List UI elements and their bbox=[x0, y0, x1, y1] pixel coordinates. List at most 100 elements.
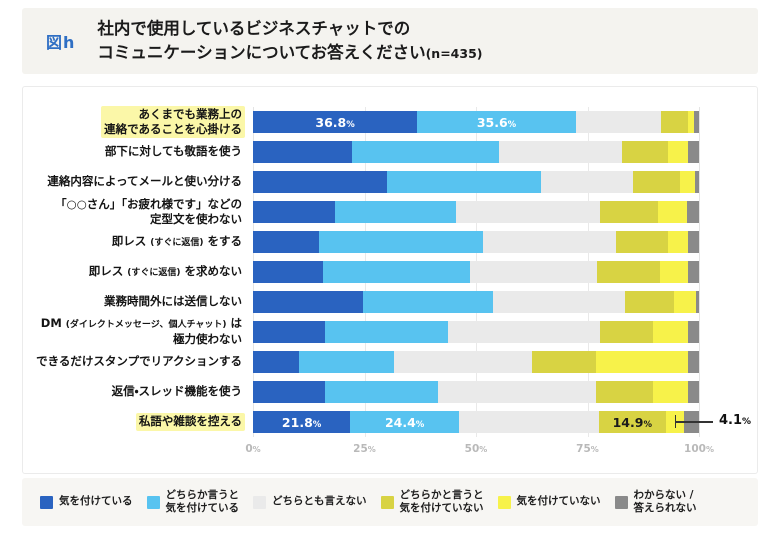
stacked-bar[interactable] bbox=[253, 141, 699, 163]
bar-segment[interactable] bbox=[362, 291, 493, 313]
bar-segment[interactable] bbox=[492, 291, 626, 313]
bar-segment[interactable]: 36.8% bbox=[253, 111, 418, 133]
bar-segment[interactable] bbox=[694, 111, 699, 133]
bar-value-number: 21.8 bbox=[281, 414, 313, 430]
bar-segment[interactable] bbox=[696, 291, 699, 313]
stacked-bar[interactable] bbox=[253, 351, 699, 373]
stacked-bar[interactable] bbox=[253, 171, 699, 193]
bar-segment[interactable] bbox=[575, 111, 662, 133]
bar-segment[interactable] bbox=[686, 201, 699, 223]
bar-segment[interactable] bbox=[253, 321, 325, 343]
category-label-text: 「○○さん」「お疲れ様です」などの 定型文を使わない bbox=[52, 196, 245, 228]
category-label: できるだけスタンプでリアクションする bbox=[23, 347, 245, 377]
x-tick-number: 100 bbox=[684, 443, 706, 455]
bar-segment[interactable] bbox=[595, 351, 688, 373]
legend-item[interactable]: どちらかと言うと 気を付けていない bbox=[380, 489, 484, 515]
bar-segment[interactable] bbox=[447, 321, 600, 343]
plot-area: 36.8% 35.6% 21.8% 24.4% 14.9% 4.1% bbox=[253, 107, 751, 437]
bar-rows: 36.8% 35.6% 21.8% 24.4% 14.9% bbox=[253, 107, 699, 437]
bar-segment[interactable] bbox=[351, 141, 500, 163]
bar-segment[interactable] bbox=[482, 231, 617, 253]
bar-segment[interactable] bbox=[324, 381, 438, 403]
bar-segment[interactable] bbox=[387, 171, 542, 193]
bar-segment[interactable] bbox=[687, 141, 699, 163]
bar-segment[interactable] bbox=[253, 291, 363, 313]
bar-segment[interactable] bbox=[597, 261, 660, 283]
bar-segment[interactable] bbox=[253, 351, 299, 373]
bar-segment[interactable]: 35.6% bbox=[417, 111, 576, 133]
legend-item[interactable]: わからない / 答えられない bbox=[614, 489, 697, 515]
bar-segment[interactable] bbox=[653, 381, 688, 403]
stacked-bar[interactable] bbox=[253, 231, 699, 253]
bar-segment[interactable] bbox=[661, 111, 688, 133]
bar-segment[interactable] bbox=[679, 171, 695, 193]
bar-segment[interactable] bbox=[659, 261, 688, 283]
bar-segment[interactable] bbox=[253, 381, 325, 403]
bar-segment[interactable] bbox=[394, 351, 532, 373]
bar-segment[interactable] bbox=[687, 261, 699, 283]
bar-segment[interactable] bbox=[499, 141, 623, 163]
bar-segment[interactable] bbox=[253, 231, 319, 253]
bar-segment[interactable] bbox=[437, 381, 596, 403]
bar-segment[interactable] bbox=[632, 171, 680, 193]
bar-segment[interactable] bbox=[322, 261, 471, 283]
bar-segment[interactable] bbox=[616, 231, 669, 253]
bar-segment[interactable] bbox=[455, 201, 600, 223]
bar-segment[interactable] bbox=[324, 321, 448, 343]
bar-segment[interactable] bbox=[595, 381, 654, 403]
stacked-bar[interactable] bbox=[253, 381, 699, 403]
bar-segment[interactable] bbox=[599, 321, 654, 343]
stacked-bar[interactable] bbox=[253, 261, 699, 283]
bar-segment[interactable] bbox=[668, 141, 688, 163]
bar-segment[interactable] bbox=[658, 201, 687, 223]
bar-segment[interactable] bbox=[318, 231, 483, 253]
stacked-bar[interactable] bbox=[253, 321, 699, 343]
bar-segment[interactable] bbox=[653, 321, 688, 343]
bar-segment[interactable] bbox=[253, 141, 352, 163]
legend-item[interactable]: 気を付けていない bbox=[497, 495, 601, 509]
bar-segment[interactable] bbox=[253, 171, 388, 193]
legend-item[interactable]: どちらとも言えない bbox=[253, 495, 367, 509]
category-label: あくまでも業務上の 連絡であることを心掛ける bbox=[23, 105, 245, 139]
bar-segment[interactable] bbox=[668, 231, 688, 253]
bar-segment[interactable]: 14.9% bbox=[599, 411, 666, 433]
page-title-line-2: コミュニケーションについてお答えください(n=435) bbox=[97, 41, 482, 65]
bar-segment[interactable] bbox=[687, 381, 699, 403]
legend-item[interactable]: 気を付けている bbox=[40, 495, 133, 509]
bar-segment[interactable]: 24.4% bbox=[350, 411, 460, 433]
bar-segment[interactable] bbox=[687, 231, 699, 253]
bar-row: 21.8% 24.4% 14.9% bbox=[253, 411, 699, 433]
category-label: 連絡内容によってメールと使い分ける bbox=[23, 167, 245, 197]
bar-segment[interactable] bbox=[673, 291, 697, 313]
bar-segment[interactable] bbox=[599, 201, 659, 223]
x-tick-number: 0 bbox=[245, 443, 253, 455]
stacked-bar[interactable]: 36.8% 35.6% bbox=[253, 111, 699, 133]
stacked-bar[interactable] bbox=[253, 291, 699, 313]
bar-segment[interactable] bbox=[470, 261, 598, 283]
category-label: 即レス (すぐに返信) をする bbox=[23, 227, 245, 257]
callout-annotation: 4.1% bbox=[253, 411, 780, 433]
bar-value-unit: % bbox=[346, 119, 355, 130]
bar-segment[interactable] bbox=[531, 351, 596, 373]
bar-row bbox=[253, 261, 699, 283]
bar-segment[interactable]: 21.8% bbox=[253, 411, 351, 433]
bar-segment[interactable] bbox=[622, 141, 669, 163]
bar-segment[interactable] bbox=[298, 351, 395, 373]
bar-segment[interactable] bbox=[335, 201, 456, 223]
bar-segment[interactable] bbox=[687, 111, 695, 133]
stacked-bar[interactable] bbox=[253, 201, 699, 223]
bar-segment[interactable] bbox=[665, 411, 684, 433]
bar-segment[interactable] bbox=[625, 291, 674, 313]
bar-segment[interactable] bbox=[694, 171, 699, 193]
bar-segment[interactable] bbox=[253, 261, 323, 283]
category-label: 即レス (すぐに返信) を求めない bbox=[23, 257, 245, 287]
bar-segment[interactable] bbox=[253, 201, 336, 223]
stacked-bar[interactable]: 21.8% 24.4% 14.9% bbox=[253, 411, 699, 433]
bar-segment[interactable] bbox=[687, 321, 699, 343]
bar-segment[interactable] bbox=[459, 411, 600, 433]
gridline-100 bbox=[699, 107, 700, 437]
bar-row bbox=[253, 171, 699, 193]
bar-segment[interactable] bbox=[541, 171, 633, 193]
bar-segment[interactable] bbox=[687, 351, 699, 373]
legend-item[interactable]: どちらか言うと 気を付けている bbox=[146, 489, 239, 515]
